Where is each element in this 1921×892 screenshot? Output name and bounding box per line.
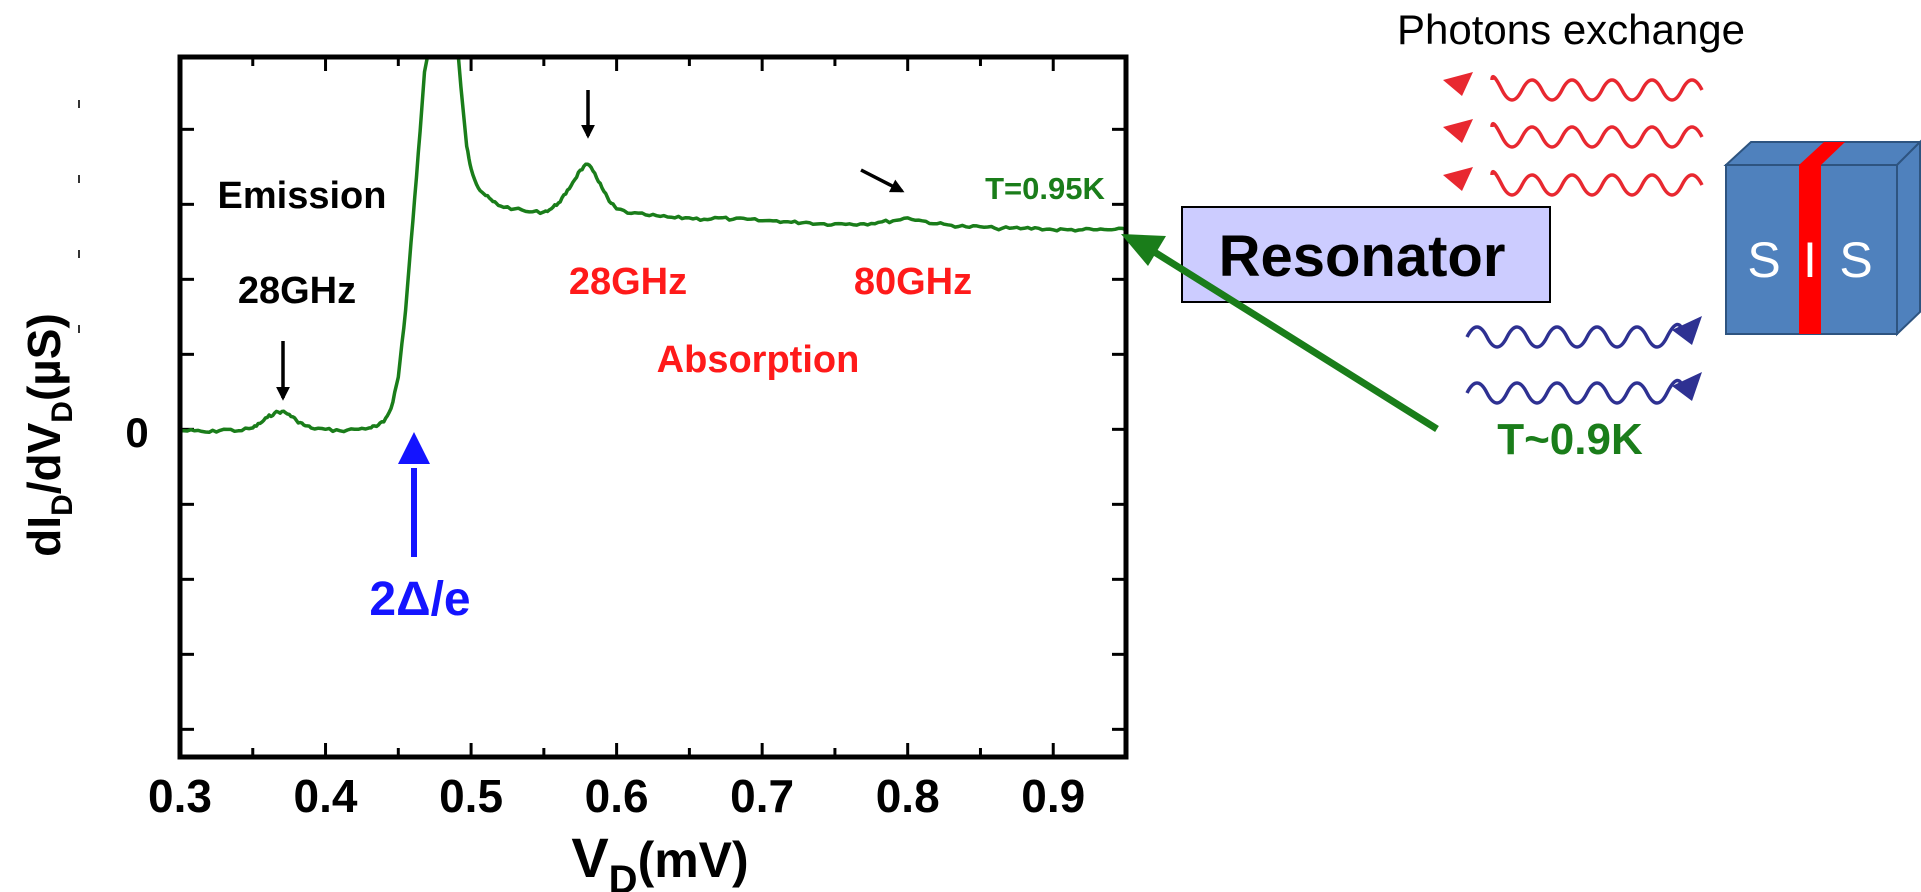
sis-insulator-top bbox=[1799, 142, 1845, 165]
emission-freq-label: 28GHz bbox=[238, 270, 356, 312]
photons-exchange-title: Photons exchange bbox=[1397, 6, 1745, 53]
resonator-label: Resonator bbox=[1219, 224, 1506, 289]
x-tick-label: 0.4 bbox=[294, 770, 358, 822]
x-tick-label: 0.3 bbox=[148, 770, 212, 822]
sis-label-s-left: S bbox=[1747, 232, 1780, 288]
abs-freq-1-label: 28GHz bbox=[569, 261, 687, 303]
gap-arrow-head bbox=[398, 432, 430, 464]
temperature-arrow-head bbox=[1121, 234, 1166, 266]
axis-ticks bbox=[178, 57, 1128, 757]
x-tick-label: 0.7 bbox=[730, 770, 794, 822]
x-tick-label: 0.5 bbox=[439, 770, 503, 822]
x-tick-label: 0.9 bbox=[1021, 770, 1085, 822]
temp-curve-label: T=0.95K bbox=[985, 171, 1105, 206]
red-photon-wave-3 bbox=[1443, 167, 1704, 197]
red-photon-wave-2 bbox=[1443, 119, 1704, 149]
x-tick-label: 0.8 bbox=[876, 770, 940, 822]
x-tick-labels: 0.3 0.4 0.5 0.6 0.7 0.8 0.9 bbox=[148, 770, 1085, 822]
y-axis-label: dID/dVD(µS) bbox=[18, 313, 79, 557]
red-photon-wave-1 bbox=[1443, 72, 1704, 102]
abs-80ghz-arrow bbox=[860, 168, 905, 193]
series-line-t095k bbox=[180, 55, 1127, 435]
resonator-box bbox=[1181, 206, 1551, 303]
sis-side-face bbox=[1896, 139, 1921, 337]
temperature-arrow bbox=[1146, 245, 1439, 432]
sis-insulator-front bbox=[1799, 165, 1821, 334]
photon-diagram: Photons exchange Resonator T~0.9K bbox=[1121, 6, 1921, 464]
x-tick-label: 0.6 bbox=[585, 770, 649, 822]
temperature-label: T~0.9K bbox=[1497, 415, 1643, 464]
x-axis-label: VD(mV) bbox=[571, 826, 748, 892]
sis-label-i: I bbox=[1803, 232, 1817, 288]
blue-photon-wave-1 bbox=[1465, 316, 1702, 349]
emission-label: Emission bbox=[218, 175, 387, 217]
sis-label-s-right: S bbox=[1839, 232, 1872, 288]
gap-label: 2Δ/e bbox=[369, 573, 470, 626]
sis-junction: S I S bbox=[1723, 139, 1921, 337]
chart: dID/dVD(µS) 0 0.3 0.4 0.5 0.6 0.7 0.8 0.9 VD(m… bbox=[18, 54, 1129, 892]
absorption-label: Absorption bbox=[657, 339, 860, 381]
y-tick-label-0: 0 bbox=[125, 409, 148, 456]
plot-frame bbox=[177, 54, 1129, 760]
abs-freq-2-label: 80GHz bbox=[854, 261, 972, 303]
blue-photon-wave-2 bbox=[1465, 372, 1702, 405]
